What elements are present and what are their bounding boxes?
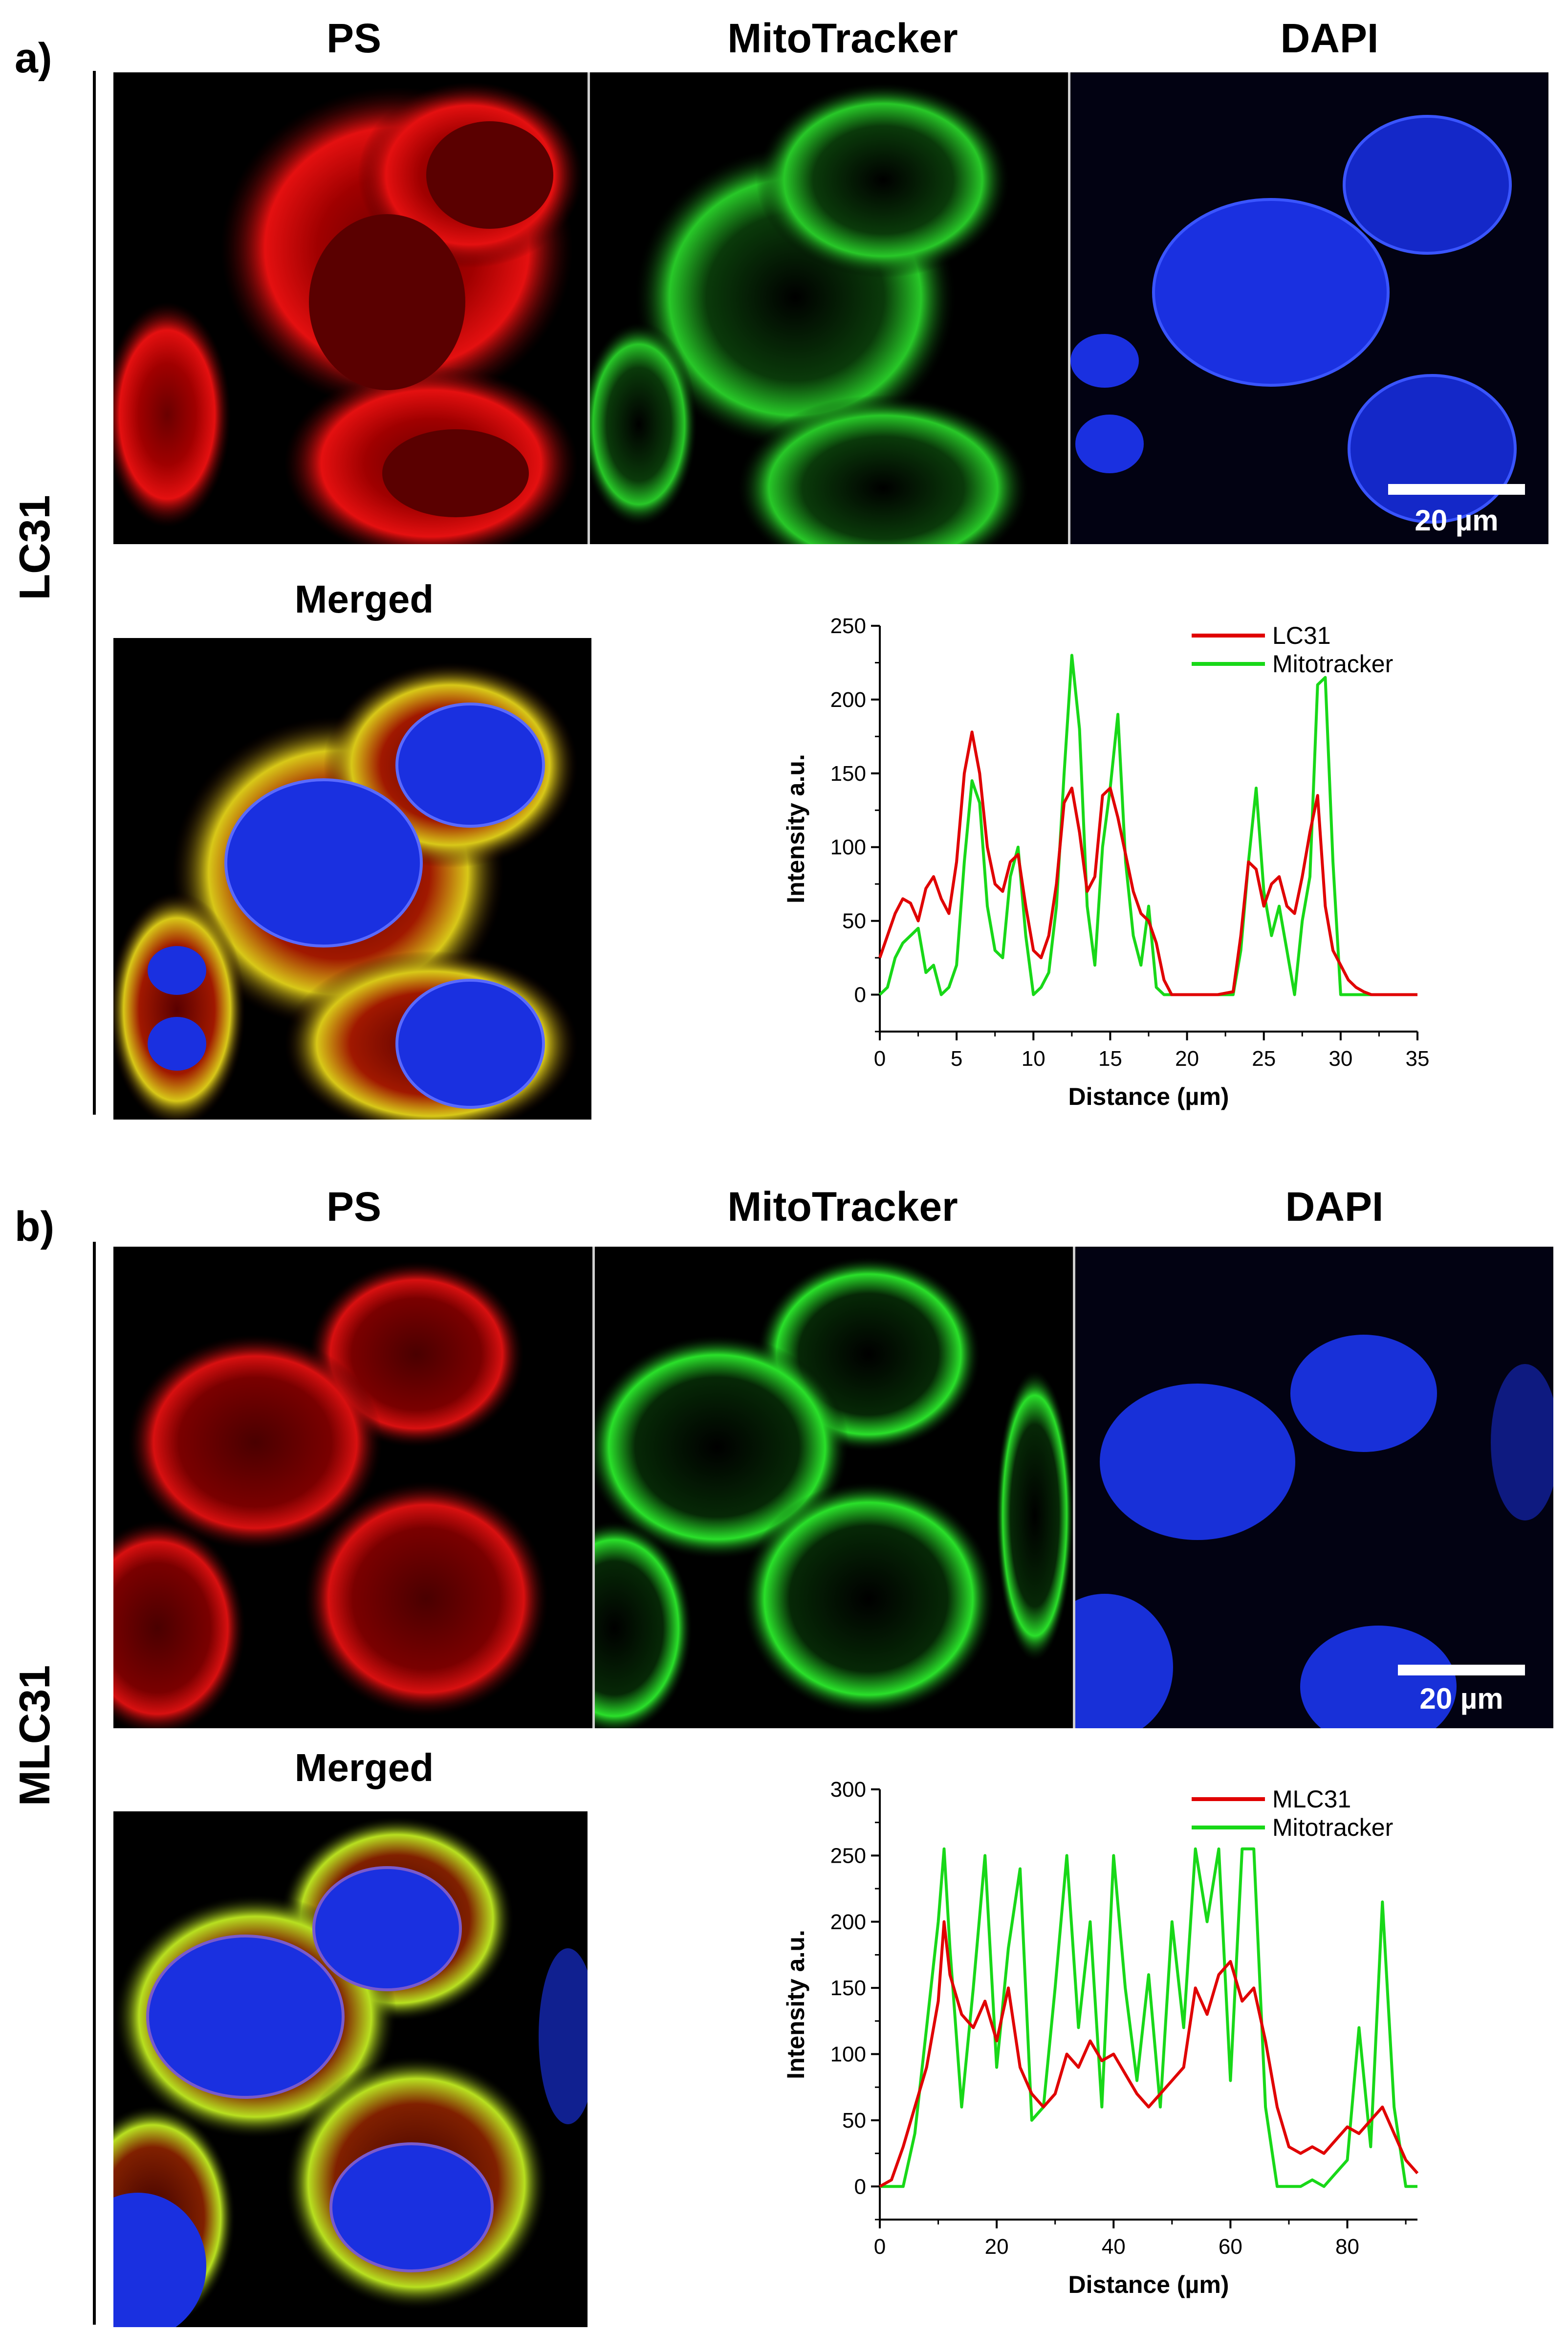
x-tick-label: 20 — [985, 2235, 1009, 2259]
panel-b-ps-image — [113, 1247, 592, 1728]
panel-b-letter: b) — [15, 1203, 55, 1250]
y-tick-label: 250 — [830, 614, 866, 638]
merged-fluorescence-image — [113, 1811, 588, 2327]
series-line-lc31 — [878, 730, 1417, 996]
x-tick-label: 15 — [1098, 1047, 1122, 1071]
y-tick-label: 50 — [842, 909, 866, 933]
panel-b-merged-image — [113, 1811, 588, 2327]
series-line-mlc31 — [879, 1920, 1419, 2188]
panel-b-sample-label: MLC31 — [10, 1665, 59, 1806]
y-tick-label: 150 — [830, 762, 866, 786]
x-tick-label: 0 — [874, 2235, 886, 2259]
y-tick-label: 250 — [830, 1844, 866, 1868]
panel-a-dapi-image — [1070, 72, 1548, 544]
panel-a-scale-bar-label: 20 µm — [1415, 504, 1499, 537]
panel-a-title-ps: PS — [326, 15, 382, 61]
x-tick-label: 0 — [874, 1047, 886, 1071]
panel-b-merged-title: Merged — [294, 1746, 434, 1789]
panel-a-bracket — [93, 71, 96, 1115]
merged-fluorescence-image — [113, 638, 591, 1120]
legend-label-lc31: LC31 — [1272, 622, 1331, 649]
panel-a-ps-image — [113, 72, 588, 544]
x-axis-label: Distance (µm) — [1068, 1083, 1229, 1110]
ps-fluorescence-image — [113, 72, 588, 544]
y-tick-label: 0 — [854, 983, 866, 1007]
panel-b-chart-svg: 0 20 40 60 80 0 50 100 150 200 250 300 Distance (µm)… — [782, 1778, 1419, 2298]
y-tick-label: 100 — [830, 836, 866, 859]
panel-a-scale-bar — [1388, 484, 1525, 495]
panel-a-merged-title: Merged — [294, 577, 434, 621]
y-axis-label: Intensity a.u. — [782, 1930, 809, 2079]
panel-b-dapi-image — [1075, 1247, 1553, 1728]
dapi-fluorescence-image — [1075, 1247, 1553, 1728]
panel-a-title-dapi: DAPI — [1280, 15, 1379, 61]
panel-b-bracket — [93, 1242, 96, 2325]
x-tick-label: 20 — [1175, 1047, 1199, 1071]
panel-a-sample-label: LC31 — [10, 495, 59, 600]
panel-b-scale-bar — [1398, 1665, 1525, 1675]
panel-b-divider-2 — [1073, 1247, 1075, 1728]
panel-b-mitotracker-image — [595, 1247, 1073, 1728]
panel-a-title-mitotracker: MitoTracker — [727, 15, 958, 61]
y-tick-label: 150 — [830, 1976, 866, 2000]
x-tick-label: 30 — [1328, 1047, 1352, 1071]
panel-a-intensity-chart: 0 5 10 15 20 25 30 35 0 50 100 150 200 250 Distance (µ… — [767, 596, 1442, 1149]
panel-a-chart-svg: 0 5 10 15 20 25 30 35 0 50 100 150 200 250 Distance (µ… — [782, 614, 1430, 1110]
panel-a-divider-1 — [588, 72, 590, 544]
x-tick-label: 25 — [1252, 1047, 1276, 1071]
panel-b-title-ps: PS — [326, 1184, 382, 1230]
legend-label-mitotracker: Mitotracker — [1272, 650, 1393, 678]
y-axis-label: Intensity a.u. — [782, 754, 809, 903]
y-tick-label: 300 — [830, 1778, 866, 1802]
series-line-mitotracker — [880, 1847, 1417, 2188]
x-tick-label: 5 — [951, 1047, 962, 1071]
x-axis-label: Distance (µm) — [1068, 2271, 1229, 2298]
x-tick-label: 60 — [1219, 2235, 1242, 2259]
legend-label-mitotracker: Mitotracker — [1272, 1814, 1393, 1841]
panel-b-title-mitotracker: MitoTracker — [727, 1184, 958, 1230]
panel-b-title-dapi: DAPI — [1285, 1184, 1384, 1230]
panel-b-divider-1 — [592, 1247, 595, 1728]
x-tick-label: 10 — [1022, 1047, 1045, 1071]
x-tick-label: 40 — [1102, 2235, 1126, 2259]
y-tick-label: 0 — [854, 2175, 866, 2199]
x-tick-label: 80 — [1335, 2235, 1359, 2259]
panel-a-merged-image — [113, 638, 591, 1120]
y-tick-label: 200 — [830, 1910, 866, 1934]
dapi-fluorescence-image — [1070, 72, 1548, 544]
x-tick-label: 35 — [1406, 1047, 1430, 1071]
panel-a-letter: a) — [15, 35, 52, 82]
y-tick-label: 100 — [830, 2043, 866, 2067]
ps-fluorescence-image — [113, 1247, 592, 1728]
mitotracker-fluorescence-image — [590, 72, 1068, 544]
y-tick-label: 50 — [842, 2109, 866, 2133]
legend-label-mlc31: MLC31 — [1272, 1785, 1351, 1813]
panel-b-scale-bar-label: 20 µm — [1419, 1682, 1503, 1715]
panel-b-intensity-chart: 0 20 40 60 80 0 50 100 150 200 250 300 Distance (µm)… — [767, 1760, 1442, 2333]
series-line-mitotracker — [878, 654, 1417, 996]
mitotracker-fluorescence-image — [595, 1247, 1073, 1728]
y-tick-label: 200 — [830, 688, 866, 712]
panel-a-divider-2 — [1068, 72, 1070, 544]
panel-a-mitotracker-image — [590, 72, 1068, 544]
